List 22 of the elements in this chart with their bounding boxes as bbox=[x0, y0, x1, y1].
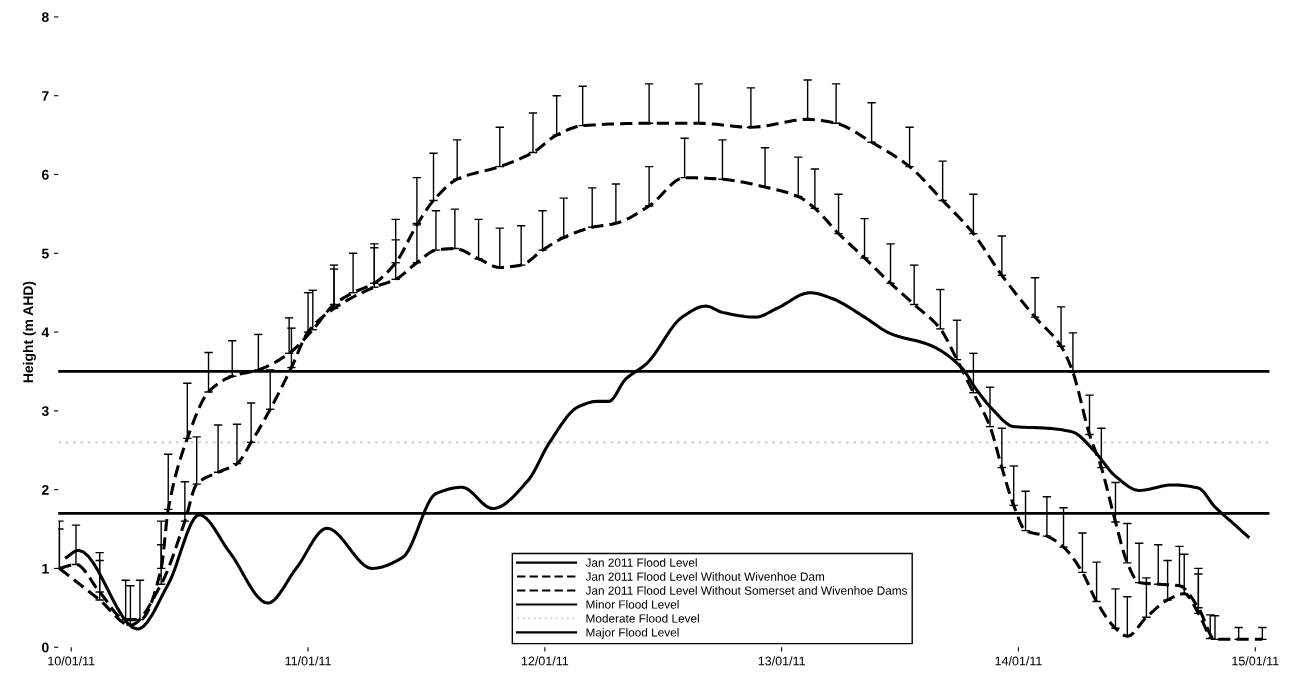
legend-label: Jan 2011 Flood Level bbox=[585, 558, 697, 567]
y-axis-title: Height (m AHD) bbox=[22, 281, 36, 383]
y-tick-label: 0 bbox=[42, 642, 49, 653]
x-tick-label: 11/01/11 bbox=[285, 656, 331, 666]
y-tick-label: 7 bbox=[42, 91, 49, 101]
y-tick-label: 4 bbox=[41, 327, 50, 338]
legend-label: Minor Flood Level bbox=[586, 600, 679, 609]
y-tick-label: 5 bbox=[41, 248, 49, 259]
x-tick-label: 10/01/11 bbox=[48, 656, 95, 666]
x-tick-label: 12/01/11 bbox=[521, 656, 569, 666]
legend-label: Jan 2011 Flood Level Without Somerset and Wivenhoe Dams bbox=[585, 586, 908, 595]
x-tick-label: 13/01/11 bbox=[758, 656, 805, 666]
y-tick-label: 6 bbox=[41, 169, 49, 180]
legend-label: Moderate Flood Level bbox=[586, 613, 699, 623]
x-tick-label: 15/01/11 bbox=[1232, 656, 1279, 666]
y-tick-label: 2 bbox=[41, 484, 49, 495]
legend-label: Major Flood Level bbox=[586, 627, 679, 639]
x-tick-label: 14/01/11 bbox=[995, 656, 1042, 666]
y-tick-label: 8 bbox=[41, 12, 49, 23]
y-tick-label: 1 bbox=[42, 563, 49, 574]
legend-label: Jan 2011 Flood Level Without Wivenhoe Dam bbox=[585, 572, 825, 581]
y-tick-label: 3 bbox=[41, 406, 49, 417]
